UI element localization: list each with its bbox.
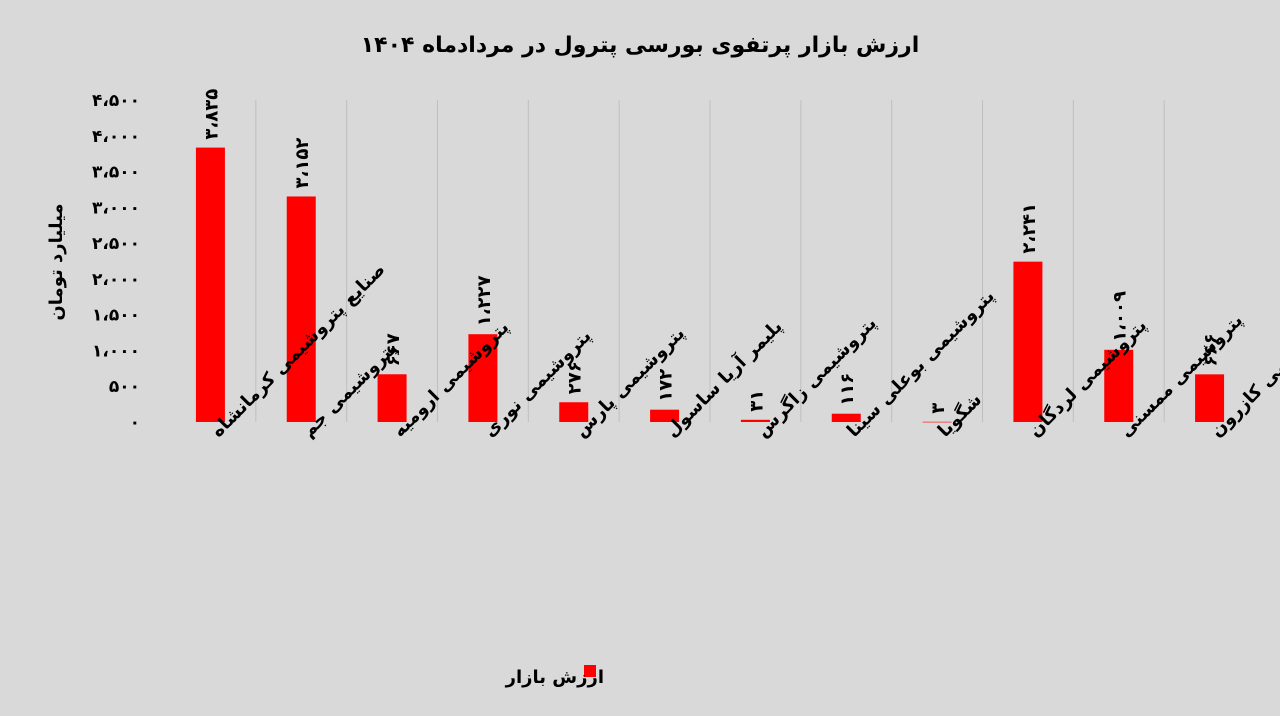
legend-label: ارزش بازار	[505, 667, 604, 688]
x-tick-label: شگویا	[933, 389, 986, 442]
bars-group	[195, 147, 1225, 423]
bar	[1195, 374, 1225, 422]
y-tick-label: ۰	[130, 413, 140, 433]
y-tick-label: ۴،۰۰۰	[92, 127, 140, 147]
y-tick-label: ۱،۰۰۰	[92, 341, 140, 361]
bar	[195, 147, 225, 422]
data-label: ۳،۸۳۵	[201, 89, 222, 140]
bar	[377, 374, 407, 422]
bar	[1013, 261, 1043, 422]
y-tick-label: ۵۰۰	[109, 377, 140, 397]
data-label: ۱۱۶	[837, 373, 858, 406]
bar	[831, 413, 861, 422]
data-labels-group: ۳،۸۳۵ ۳،۱۵۲ ۶۶۷ ۱،۲۲۷ ۲۷۶ ۱۷۲ ۳۱ ۱۱۶ ۳ ۲،۲۴۱ ۱،۰۰۹…	[201, 89, 1221, 414]
data-label: ۲،۲۴۱	[1019, 203, 1040, 254]
grid-lines	[255, 100, 1165, 422]
data-label: ۱۷۲	[656, 369, 677, 402]
chart-title: ارزش بازار پرتفوی بورسی پترول در مردادما…	[361, 33, 920, 58]
legend: ارزش بازار	[505, 665, 604, 688]
data-label: ۲۷۶	[565, 361, 586, 394]
y-axis-label: میلیارد تومان	[46, 203, 67, 320]
legend-swatch	[584, 665, 596, 677]
y-tick-label: ۳،۰۰۰	[92, 198, 140, 218]
y-tick-label: ۲،۵۰۰	[92, 234, 140, 254]
bar	[922, 421, 952, 423]
bar	[286, 196, 316, 422]
y-tick-label: ۳،۵۰۰	[92, 163, 140, 183]
data-label: ۱،۰۰۹	[1110, 291, 1131, 342]
bar	[468, 334, 498, 422]
data-label: ۳۱	[746, 390, 767, 412]
data-label: ۳	[928, 403, 949, 414]
data-label: ۳،۱۵۲	[292, 138, 313, 189]
y-tick-label: ۴،۵۰۰	[92, 91, 140, 111]
data-label: ۶۶۶	[1201, 333, 1222, 366]
y-tick-label: ۱،۵۰۰	[92, 306, 140, 326]
bar	[559, 402, 589, 422]
y-axis-ticks: ۰ ۵۰۰ ۱،۰۰۰ ۱،۵۰۰ ۲،۰۰۰ ۲،۵۰۰ ۳،۰۰۰ ۳،۵۰۰ ۴،۰۰۰ ۴…	[92, 91, 140, 433]
y-tick-label: ۲،۰۰۰	[92, 270, 140, 290]
bar	[1104, 349, 1134, 422]
bar	[740, 419, 770, 422]
data-label: ۶۶۷	[383, 333, 404, 366]
x-tick-label: پتروشیمی بوعلی سینا	[843, 286, 999, 442]
bar	[650, 409, 680, 422]
data-label: ۱،۲۲۷	[474, 275, 495, 326]
